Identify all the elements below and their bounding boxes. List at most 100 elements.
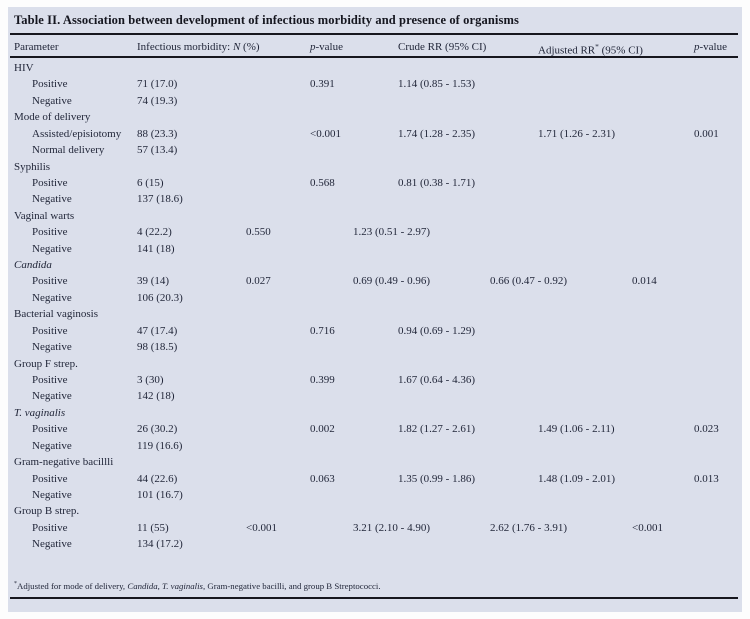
footnote-organism-t-vaginalis: T. vaginalis (162, 581, 203, 591)
table-body: HIV Positive 71 (17.0) 0.391 1.14 (0.85 - 1.… (8, 60, 742, 553)
cell-morbidity-n: 6 (15) (137, 176, 164, 189)
row-label: Positive (32, 521, 68, 534)
header-infectious-morbidity: Infectious morbidity: N (%) (137, 41, 260, 53)
row-label: Negative (32, 488, 72, 501)
cell-p-value: 0.002 (310, 423, 335, 436)
cell-morbidity-n: 71 (17.0) (137, 78, 178, 91)
table-row: Negative 106 (20.3) (8, 290, 742, 306)
table-row-group: Mode of delivery (8, 109, 742, 125)
cell-p-value: 0.391 (310, 78, 335, 91)
row-label: Negative (32, 439, 72, 452)
table-row-group: Syphilis (8, 159, 742, 175)
row-label: Positive (32, 226, 68, 239)
group-label: Gram-negative bacillli (14, 456, 114, 469)
cell-morbidity-n: 11 (55) (137, 521, 169, 534)
table-row: Positive 39 (14) 0.027 0.69 (0.49 - 0.96) 0.… (8, 273, 742, 289)
cell-morbidity-n: 119 (16.6) (137, 439, 183, 452)
table-row-group: Vaginal warts (8, 208, 742, 224)
table-header-row: Parameter Infectious morbidity: N (%) p-… (8, 38, 742, 57)
cell-p-value: 0.399 (310, 374, 335, 387)
cell-crude-rr: 3.21 (2.10 - 4.90) (353, 521, 430, 534)
cell-adjusted-rr: 1.71 (1.26 - 2.31) (538, 127, 615, 140)
cell-p-value-adj: 0.014 (632, 275, 657, 288)
header-p-value-crude: p-value (310, 41, 343, 53)
cell-morbidity-n: 74 (19.3) (137, 94, 178, 107)
row-label: Negative (32, 538, 72, 551)
table-row: Normal delivery 57 (13.4) (8, 142, 742, 158)
table-panel: Table II. Association between developmen… (8, 7, 742, 612)
cell-p-value-adj: <0.001 (632, 521, 663, 534)
cell-p-value: <0.001 (246, 521, 277, 534)
table-title: Table II. Association between developmen… (14, 13, 519, 27)
cell-crude-rr: 1.67 (0.64 - 4.36) (398, 374, 475, 387)
divider-under-title (10, 33, 738, 35)
row-label: Normal delivery (32, 144, 105, 157)
cell-morbidity-n: 47 (17.4) (137, 324, 178, 337)
cell-morbidity-n: 26 (30.2) (137, 423, 178, 436)
cell-morbidity-n: 137 (18.6) (137, 193, 183, 206)
cell-crude-rr: 1.82 (1.27 - 2.61) (398, 423, 475, 436)
table-footnote: *Adjusted for mode of delivery, Candida,… (14, 581, 381, 591)
table-row: Negative 119 (16.6) (8, 438, 742, 454)
cell-crude-rr: 1.74 (1.28 - 2.35) (398, 127, 475, 140)
cell-p-value: 0.716 (310, 324, 335, 337)
cell-morbidity-n: 101 (16.7) (137, 488, 183, 501)
table-row: Negative 98 (18.5) (8, 339, 742, 355)
header-parameter: Parameter (14, 41, 59, 53)
row-label: Positive (32, 275, 68, 288)
group-label: Syphilis (14, 160, 51, 173)
header-adjusted-rr: Adjusted RR* (95% CI) (538, 42, 643, 57)
cell-morbidity-n: 141 (18) (137, 242, 175, 255)
table-row: Negative 101 (16.7) (8, 487, 742, 503)
row-label: Negative (32, 390, 72, 403)
cell-morbidity-n: 57 (13.4) (137, 144, 178, 157)
group-label: Candida (14, 259, 52, 272)
table-row-group: Group B strep. (8, 503, 742, 519)
cell-p-value: 0.550 (246, 226, 271, 239)
row-label: Positive (32, 374, 68, 387)
table-row: Positive 3 (30) 0.399 1.67 (0.64 - 4.36) (8, 372, 742, 388)
cell-morbidity-n: 142 (18) (137, 390, 175, 403)
table-row: Negative 74 (19.3) (8, 93, 742, 109)
group-label: Group F strep. (14, 357, 78, 370)
table-row: Positive 71 (17.0) 0.391 1.14 (0.85 - 1.53) (8, 76, 742, 92)
group-label: T. vaginalis (14, 406, 66, 419)
row-label: Negative (32, 242, 72, 255)
table-row: Positive 26 (30.2) 0.002 1.82 (1.27 - 2.61)… (8, 421, 742, 437)
row-label: Positive (32, 423, 68, 436)
cell-crude-rr: 0.94 (0.69 - 1.29) (398, 324, 475, 337)
cell-p-value-adj: 0.023 (694, 423, 719, 436)
table-row-group: Candida (8, 257, 742, 273)
group-label: Vaginal warts (14, 209, 75, 222)
adjusted-asterisk: * (595, 42, 599, 51)
row-label: Negative (32, 94, 72, 107)
cell-crude-rr: 0.81 (0.38 - 1.71) (398, 176, 475, 189)
header-crude-rr: Crude RR (95% CI) (398, 41, 487, 53)
group-label: Bacterial vaginosis (14, 308, 99, 321)
row-label: Positive (32, 324, 68, 337)
row-label: Positive (32, 472, 68, 485)
cell-morbidity-n: 88 (23.3) (137, 127, 178, 140)
row-label: Positive (32, 78, 68, 91)
table-row: Positive 44 (22.6) 0.063 1.35 (0.99 - 1.86)… (8, 471, 742, 487)
table-row-group: HIV (8, 60, 742, 76)
table-row: Negative 142 (18) (8, 388, 742, 404)
table-row: Negative 134 (17.2) (8, 536, 742, 552)
cell-p-value-adj: 0.001 (694, 127, 719, 140)
cell-adjusted-rr: 1.48 (1.09 - 2.01) (538, 472, 615, 485)
table-row-group: Bacterial vaginosis (8, 306, 742, 322)
table-row: Assisted/episiotomy 88 (23.3) <0.001 1.74 (… (8, 126, 742, 142)
table-row-group: T. vaginalis (8, 405, 742, 421)
table-row: Negative 141 (18) (8, 241, 742, 257)
table-row: Positive 11 (55) <0.001 3.21 (2.10 - 4.90) 2… (8, 520, 742, 536)
footnote-asterisk: * (14, 581, 17, 588)
footnote-organism-candida: Candida (127, 581, 158, 591)
cell-crude-rr: 1.35 (0.99 - 1.86) (398, 472, 475, 485)
row-label: Positive (32, 176, 68, 189)
table-row-group: Gram-negative bacillli (8, 454, 742, 470)
table-row: Positive 6 (15) 0.568 0.81 (0.38 - 1.71) (8, 175, 742, 191)
cell-p-value: 0.063 (310, 472, 335, 485)
cell-morbidity-n: 39 (14) (137, 275, 170, 288)
group-label: Group B strep. (14, 505, 80, 518)
